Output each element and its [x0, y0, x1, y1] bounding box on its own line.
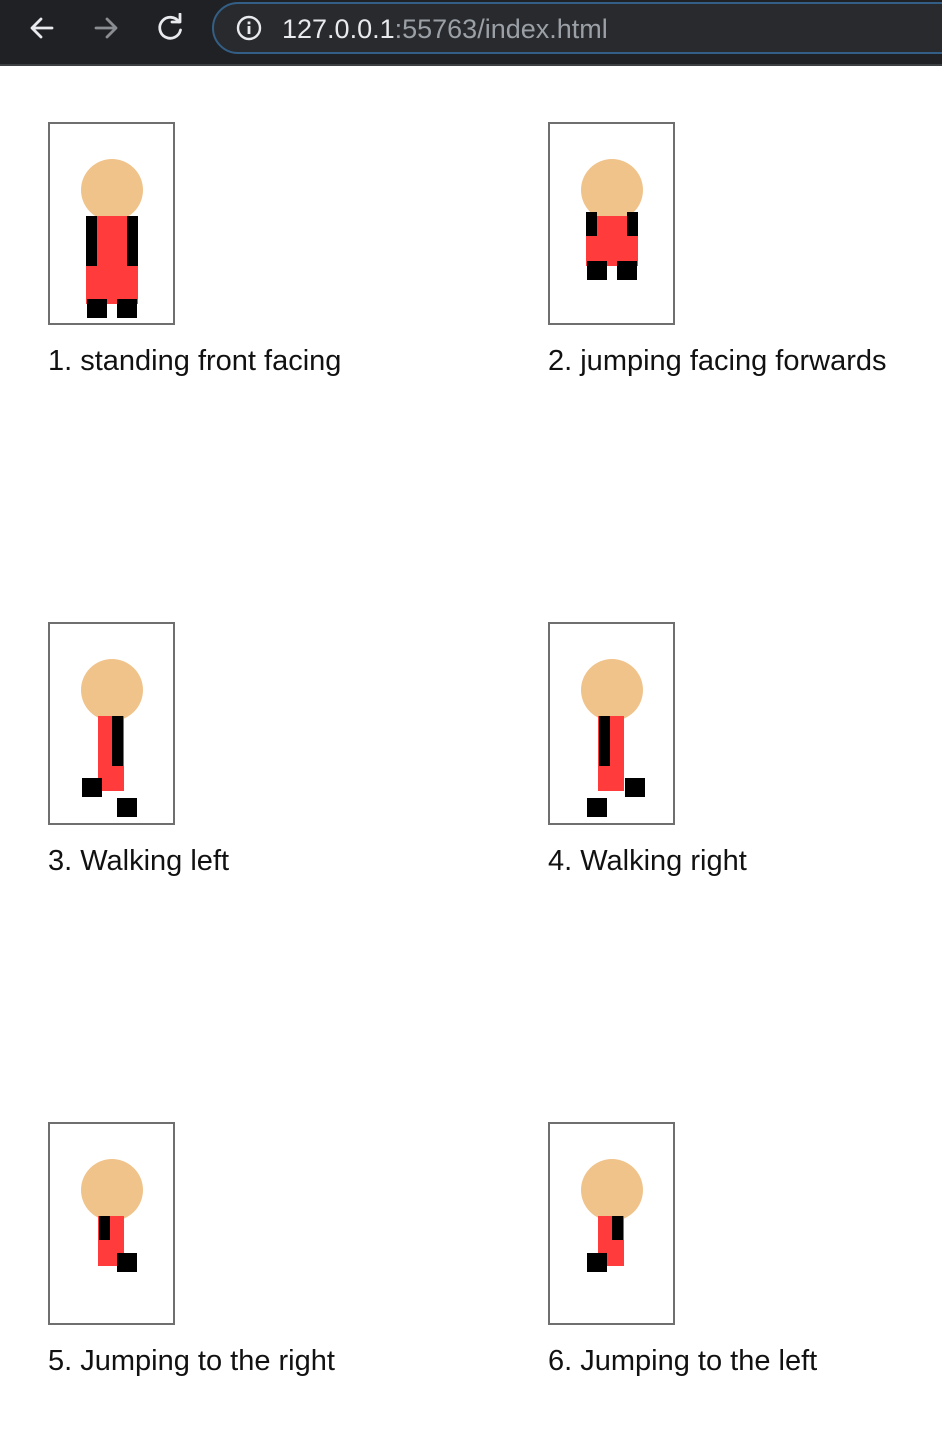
sprite-foot: [587, 1253, 607, 1272]
sprite-frame: [548, 1122, 675, 1325]
sprite-arm: [599, 716, 610, 766]
sprite-caption: 6. Jumping to the left: [548, 1345, 818, 1377]
sprite-foot: [117, 1253, 137, 1272]
sprite-right-foot: [117, 299, 137, 318]
sprite-frame: [548, 122, 675, 325]
character-sprite: [81, 1159, 143, 1272]
character-sprite: [581, 1159, 643, 1272]
url-text[interactable]: 127.0.0.1:55763/index.html: [282, 13, 608, 45]
sprite-frame: [48, 1122, 175, 1325]
sprite-caption: 1. standing front facing: [48, 345, 342, 377]
sprite-head: [581, 159, 643, 221]
character-sprite: [581, 159, 643, 280]
character-sprite: [81, 659, 143, 817]
sprite-back-foot: [82, 778, 102, 797]
arrow-right-icon: [94, 17, 118, 39]
sprite-head: [81, 1159, 143, 1221]
sprite-card: 3. Walking left: [48, 622, 488, 922]
sprite-right-arm: [627, 212, 638, 236]
forward-button[interactable]: [84, 8, 128, 48]
sprite-back-foot: [625, 778, 645, 797]
sprite-card: 1. standing front facing: [48, 122, 488, 422]
sprite-card: 4. Walking right: [548, 622, 942, 922]
sprite-head: [581, 1159, 643, 1221]
sprite-right-foot: [617, 261, 637, 280]
reload-button[interactable]: [148, 8, 192, 48]
sprite-left-arm: [86, 216, 97, 266]
sprite-caption: 2. jumping facing forwards: [548, 345, 887, 377]
sprite-caption: 5. Jumping to the right: [48, 1345, 335, 1377]
arrow-left-icon: [30, 17, 54, 39]
sprite-card: 5. Jumping to the right: [48, 1122, 488, 1422]
sprite-left-foot: [587, 261, 607, 280]
sprite-left-arm: [586, 212, 597, 236]
sprite-head: [81, 159, 143, 221]
sprite-frame: [48, 122, 175, 325]
browser-toolbar: 127.0.0.1:55763/index.html: [0, 0, 942, 66]
sprite-head: [581, 659, 643, 721]
sprite-card: 2. jumping facing forwards: [548, 122, 942, 422]
sprite-arm: [99, 1216, 110, 1240]
sprite-frame: [48, 622, 175, 825]
sprite-caption: 3. Walking left: [48, 845, 230, 877]
sprite-head: [81, 659, 143, 721]
sprite-front-foot: [117, 798, 137, 817]
sprite-left-foot: [87, 299, 107, 318]
address-bar[interactable]: 127.0.0.1:55763/index.html: [212, 2, 942, 54]
sprite-card: 6. Jumping to the left: [548, 1122, 942, 1422]
sprite-arm: [112, 716, 123, 766]
back-button[interactable]: [20, 8, 64, 48]
url-path: :55763/index.html: [394, 14, 608, 44]
sprite-caption: 4. Walking right: [548, 845, 747, 877]
sprite-front-foot: [587, 798, 607, 817]
url-host: 127.0.0.1: [282, 14, 395, 44]
sprite-arm: [612, 1216, 623, 1240]
reload-icon: [158, 13, 182, 40]
character-sprite: [81, 159, 143, 318]
info-icon[interactable]: [236, 15, 262, 41]
sprite-right-arm: [127, 216, 138, 266]
sprite-frame: [548, 622, 675, 825]
character-sprite: [581, 659, 645, 817]
